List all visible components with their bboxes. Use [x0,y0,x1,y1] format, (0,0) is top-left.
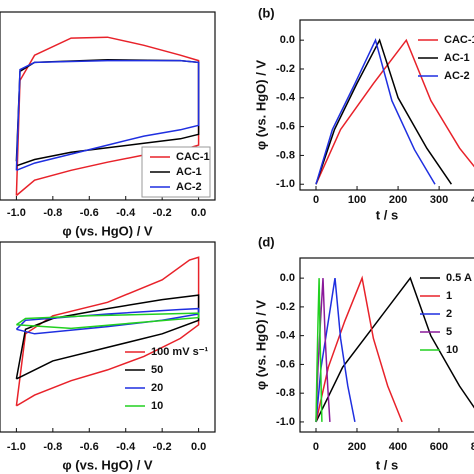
series-line [315,38,436,185]
x-tick-label: -1.0 [7,441,26,453]
x-tick-label: 0.0 [191,207,206,219]
x-tick-label: 400 [389,441,407,453]
y-tick-label: -1.0 [276,178,295,190]
x-axis-label: φ (vs. HgO) / V [62,457,153,472]
x-tick-label: 200 [348,441,366,453]
series-line [15,312,200,330]
x-tick-label: 100 [348,194,366,206]
legend-label: 20 [151,382,163,394]
y-tick-label: -0.6 [276,358,295,370]
y-tick-label: -0.8 [276,387,295,399]
x-tick-label: -0.2 [153,441,172,453]
series-line [315,275,403,423]
y-tick-label: 0.0 [280,272,295,284]
x-axis-label: t / s [376,457,398,472]
x-tick-label: -0.6 [80,207,99,219]
legend-label: AC-1 [444,52,470,64]
series-line [15,59,200,171]
y-tick-label: -0.6 [276,121,295,133]
legend-label: 5 [446,326,452,338]
legend-label: 0.5 A g⁻¹ [446,272,474,284]
x-tick-label: -0.8 [43,207,62,219]
legend-box [141,146,211,198]
legend-label: 1 [446,290,452,302]
y-tick-label: -0.8 [276,149,295,161]
legend-label: AC-1 [176,166,202,178]
y-tick-label: -0.2 [276,63,295,75]
y-tick-label: -0.4 [276,92,296,104]
x-tick-label: 0.0 [191,441,206,453]
x-tick-label: 800 [471,441,474,453]
series-line [15,294,200,380]
legend-label: CAC-1 [444,34,474,46]
x-tick-label: -0.4 [116,207,136,219]
legend-label: CAC-1 [176,151,210,163]
y-axis-label: φ (vs. HgO) / V [253,60,268,151]
x-axis-label: φ (vs. HgO) / V [62,223,153,238]
x-tick-label: 0 [313,194,319,206]
series-line [315,278,323,422]
y-tick-label: 0.0 [280,34,295,46]
y-tick-label: -0.4 [276,330,296,342]
y-axis-label: φ (vs. HgO) / V [253,300,268,391]
x-tick-label: -1.0 [7,207,26,219]
x-tick-label: 400 [471,194,474,206]
plot-frame [0,11,216,201]
legend-label: 10 [446,344,458,356]
series-line [15,36,200,197]
legend-label: 100 mV s⁻¹ [151,346,209,358]
x-tick-label: 0 [313,441,319,453]
series-line [315,38,453,185]
legend-label: AC-2 [176,181,202,193]
x-tick-label: -0.6 [80,441,99,453]
legend-label: AC-2 [444,70,470,82]
series-line [315,276,474,423]
series-line [315,38,474,185]
legend-label: 2 [446,308,452,320]
panel-label: (d) [258,234,275,249]
x-tick-label: -0.2 [153,207,172,219]
series-line [315,278,331,422]
y-tick-label: -0.2 [276,301,295,313]
x-tick-label: 300 [430,194,448,206]
x-axis-label: t / s [376,207,398,222]
x-tick-label: -0.4 [116,441,136,453]
plot-frame [0,241,216,433]
y-tick-label: -1.0 [276,416,295,428]
series-line [15,256,200,407]
plot-frame [299,19,474,191]
x-tick-label: 200 [389,194,407,206]
x-tick-label: -0.8 [43,441,62,453]
legend-label: 50 [151,364,163,376]
legend-label: 10 [151,400,163,412]
panel-label: (b) [258,5,275,20]
x-tick-label: 600 [430,441,448,453]
plot-frame [299,257,474,433]
